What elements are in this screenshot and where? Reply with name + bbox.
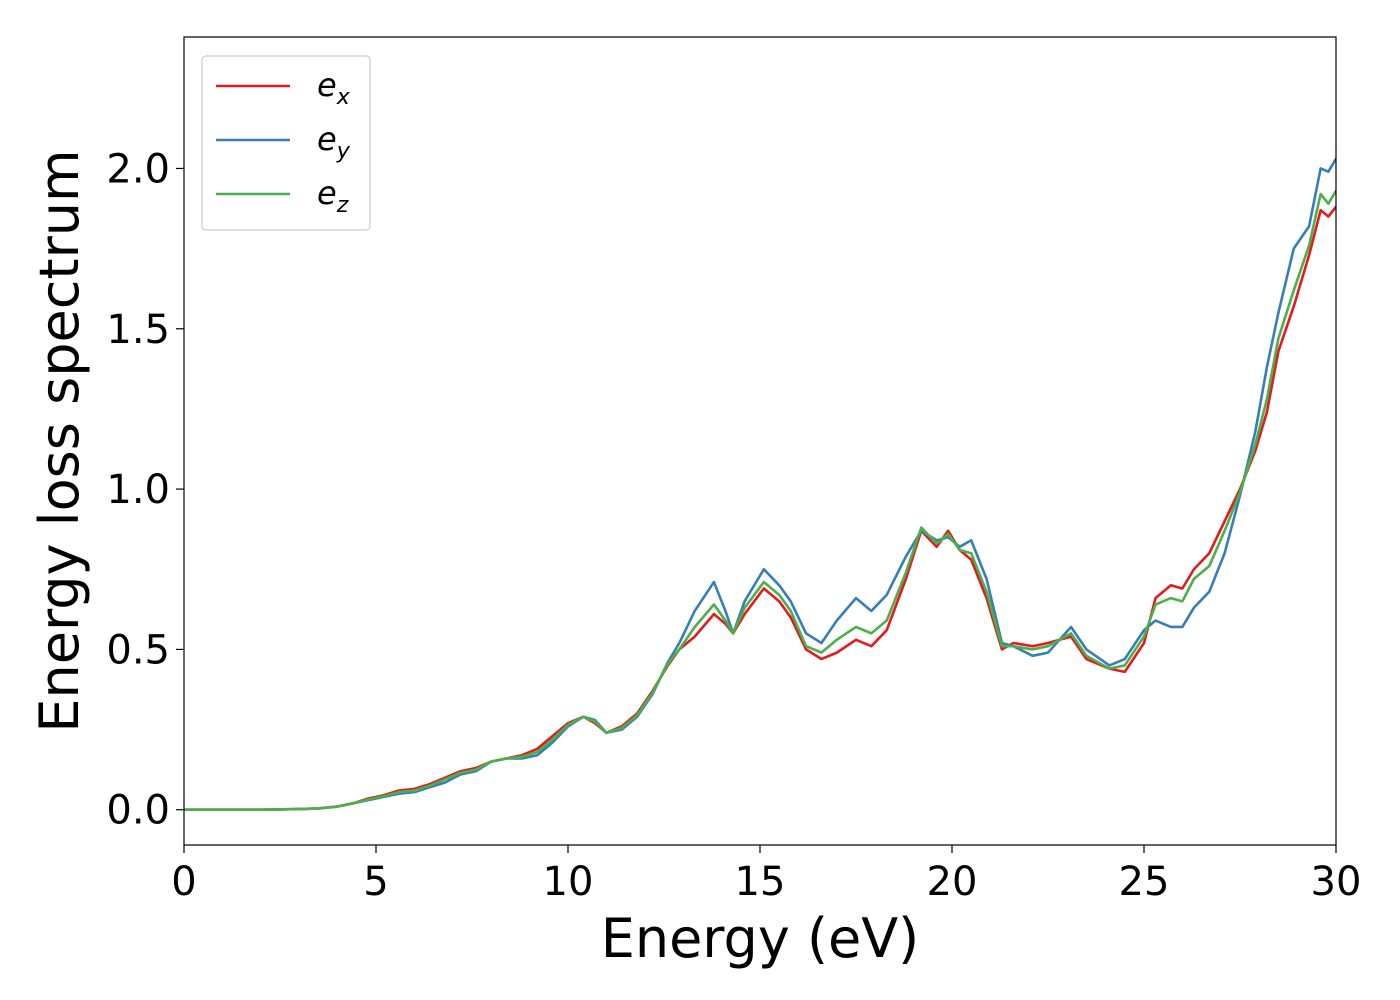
legend-label-base: e [317,174,337,212]
series-line-y [184,157,1336,812]
x-axis-label: Energy (eV) [601,907,920,970]
legend-label-base: e [317,66,337,104]
y-axis-ticks: 0.0 0.5 1.0 1.5 2.0 [106,146,184,834]
series-lines [184,157,1336,812]
plot-area [183,36,1337,846]
x-tick-label: 0 [171,859,196,905]
legend-label-subscript: z [336,193,349,218]
y-tick-label: 1.5 [106,307,170,353]
legend-box [201,55,371,231]
series-line-z [184,189,1336,812]
legend-label-subscript: x [336,85,351,110]
x-tick-label: 15 [735,859,786,905]
y-tick-label: 1.0 [106,467,170,513]
y-tick-label: 0.0 [106,788,170,834]
x-tick-label: 25 [1119,859,1170,905]
x-tick-label: 5 [363,859,388,905]
y-axis-label: Energy loss spectrum [28,149,91,732]
legend-label-subscript: y [336,139,351,164]
x-axis-ticks: 0 5 10 15 20 25 30 [171,845,1361,905]
x-tick-label: 20 [927,859,978,905]
x-tick-label: 10 [543,859,594,905]
series-line-x [184,205,1336,812]
x-tick-label: 30 [1311,859,1362,905]
y-tick-label: 0.5 [106,627,170,673]
legend-label-base: e [317,120,337,158]
y-tick-label: 2.0 [106,146,170,192]
legend-label-y: ey [317,120,351,164]
legend-label-x: ex [317,66,351,110]
legend-label-z: ez [317,174,349,218]
